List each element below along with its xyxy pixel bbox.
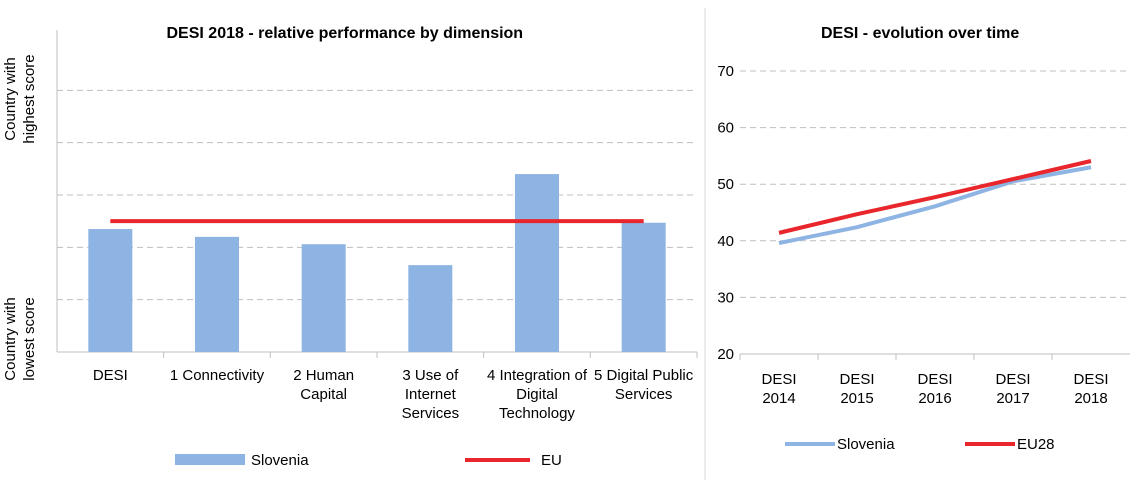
x-tick-label: DESI 2014: [761, 371, 797, 407]
line: [778, 165, 1092, 246]
legend-label: EU28: [1017, 436, 1055, 453]
y-tick-label: 70: [717, 63, 734, 80]
chart-title: DESI - evolution over time: [821, 25, 1020, 42]
bar: [195, 236, 239, 352]
y-axis-label: Country with lowest score: [2, 297, 38, 381]
y-tick-label: 20: [717, 346, 734, 363]
x-tick-label: DESI 2018: [1073, 371, 1109, 407]
x-tick-label: 5 Digital Public Services: [594, 367, 694, 403]
y-tick-label: 30: [717, 289, 734, 306]
x-tick-label: 2 Human Capital: [293, 367, 355, 403]
bar: [301, 244, 346, 352]
legend-label: Slovenia: [251, 452, 309, 469]
y-tick-label: 40: [717, 233, 734, 250]
bar: [621, 222, 666, 352]
y-tick-label: 60: [717, 120, 734, 137]
legend-label: EU: [541, 452, 562, 469]
y-axis-label: Country with highest score: [2, 54, 38, 144]
x-tick-label: DESI: [92, 367, 128, 384]
chart-title: DESI 2018 - relative performance by dime…: [166, 25, 524, 42]
x-tick-label: DESI 2017: [995, 371, 1031, 407]
bar: [515, 174, 559, 352]
x-tick-label: 1 Connectivity: [169, 367, 265, 384]
x-tick-label: 3 Use of Internet Services: [401, 367, 460, 422]
line: [778, 159, 1092, 235]
y-tick-label: 50: [717, 176, 734, 193]
x-tick-label: 4 Integration of Digital Technology: [486, 367, 588, 422]
legend-label: Slovenia: [837, 436, 895, 453]
x-tick-label: DESI 2016: [917, 371, 953, 407]
x-tick-label: DESI 2015: [839, 371, 875, 407]
bar: [408, 265, 453, 352]
bar: [88, 229, 133, 352]
legend-swatch: [175, 454, 245, 465]
